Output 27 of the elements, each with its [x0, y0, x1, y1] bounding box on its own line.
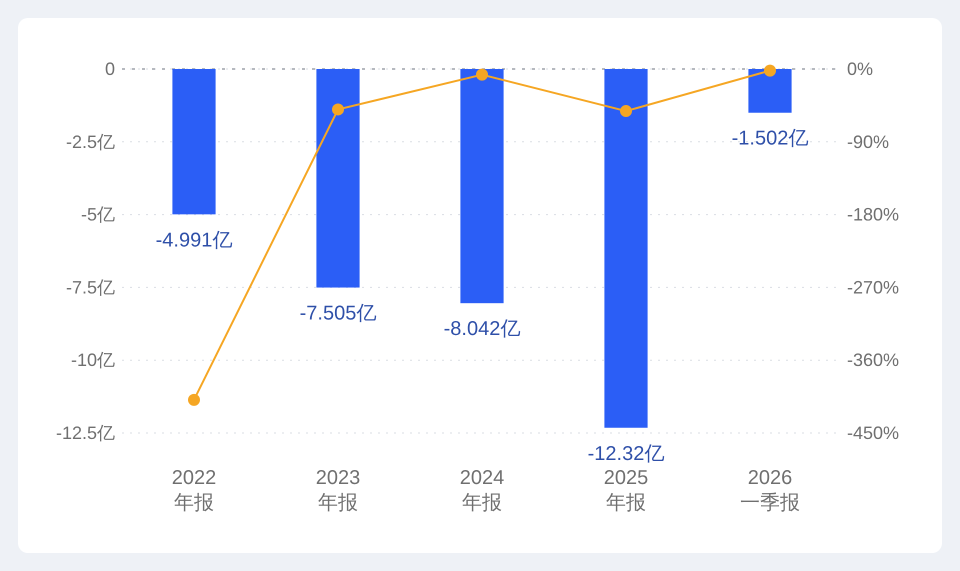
y2-tick-label: 0%	[847, 59, 874, 79]
point	[188, 394, 200, 406]
y-tick-label: -12.5亿	[56, 423, 115, 443]
point	[620, 105, 632, 118]
data-label: -8.042亿	[444, 318, 520, 340]
data-label: -12.32亿	[588, 442, 664, 465]
point	[764, 64, 776, 77]
data-label: -4.991亿	[156, 229, 232, 252]
y-tick-label: -5亿	[80, 204, 115, 225]
y-tick-label: -10亿	[70, 350, 115, 370]
data-label: -7.505亿	[300, 302, 376, 325]
y-tick-label: -7.5亿	[66, 277, 115, 298]
point	[332, 103, 344, 116]
y2-tick-label: -180%	[847, 204, 900, 225]
point	[476, 68, 488, 81]
x-tick-label: 2022 年报	[172, 467, 216, 514]
data-label: -1.502亿	[732, 128, 808, 150]
y2-tick-label: -450%	[847, 423, 900, 443]
y-tick-label: 0	[104, 59, 115, 79]
y2-tick-label: -90%	[847, 132, 890, 152]
y2-tick-label: -270%	[847, 277, 900, 298]
x-tick-label: 2025 年报	[604, 467, 648, 514]
y-tick-label: -2.5亿	[66, 132, 115, 152]
x-tick-label: 2024 年报	[460, 467, 504, 514]
x-tick-label: 2026 一季报	[740, 467, 800, 514]
x-tick-label: 2023 年报	[316, 467, 360, 514]
y2-tick-label: -360%	[847, 350, 900, 370]
